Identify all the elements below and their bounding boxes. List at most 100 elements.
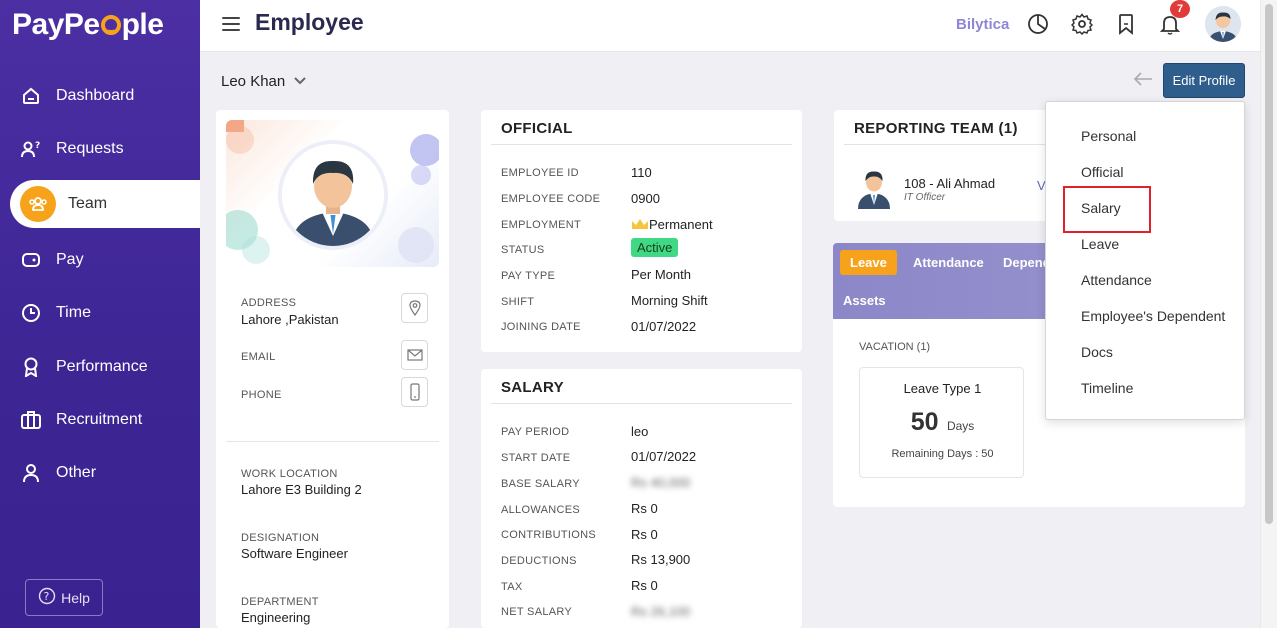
row-value: Morning Shift xyxy=(631,293,708,308)
row-label: CONTRIBUTIONS xyxy=(501,529,596,541)
phone-icon[interactable] xyxy=(401,377,428,407)
leave-type-card: Leave Type 1 50 Days Remaining Days : 50 xyxy=(859,367,1024,478)
address-label: ADDRESS xyxy=(241,297,297,309)
leave-days: 50 Days xyxy=(910,408,975,436)
menu-item-leave[interactable]: Leave xyxy=(1081,236,1120,252)
menu-item-docs[interactable]: Docs xyxy=(1081,344,1113,360)
edit-profile-button[interactable]: Edit Profile xyxy=(1163,63,1245,98)
row-value: Per Month xyxy=(631,267,691,282)
department-value: Engineering xyxy=(241,610,311,625)
question-circle-icon: ? xyxy=(38,587,56,608)
leave-type-title: Leave Type 1 xyxy=(903,381,982,396)
team-member-name[interactable]: 108 - Ali Ahmad xyxy=(904,176,996,191)
employee-selector[interactable]: Leo Khan xyxy=(221,73,307,90)
menu-icon[interactable] xyxy=(222,17,240,31)
sidebar-item-label: Dashboard xyxy=(56,87,135,104)
salary-highlight-box xyxy=(1063,186,1151,233)
sidebar-item-dashboard[interactable]: Dashboard xyxy=(0,71,200,121)
logo: PayPe ple xyxy=(12,8,164,41)
menu-item-timeline[interactable]: Timeline xyxy=(1081,380,1134,396)
scrollbar[interactable] xyxy=(1260,0,1277,628)
base-salary-value: Rs 40,000 xyxy=(631,475,691,490)
person-icon xyxy=(20,462,42,484)
row-label: JOINING DATE xyxy=(501,321,581,333)
profile-photo xyxy=(226,120,439,267)
remaining-days: Remaining Days : 50 xyxy=(891,448,994,460)
row-label: EMPLOYEE CODE xyxy=(501,193,601,205)
sidebar-item-team[interactable]: Team xyxy=(10,180,200,228)
net-salary-value: Rs 26,100 xyxy=(631,604,691,619)
work-location-label: WORK LOCATION xyxy=(241,468,338,480)
tab-leave[interactable]: Leave xyxy=(840,250,897,275)
briefcase-icon xyxy=(20,409,42,431)
row-label: PAY PERIOD xyxy=(501,426,570,438)
bookmark-icon[interactable] xyxy=(1114,12,1138,36)
row-value: leo xyxy=(631,424,649,439)
gear-icon[interactable] xyxy=(1070,12,1094,36)
chevron-down-icon xyxy=(293,73,307,90)
row-value: 110 xyxy=(631,165,652,180)
sidebar-item-label: Pay xyxy=(56,251,84,268)
salary-card: SALARY PAY PERIOD leo START DATE 01/07/2… xyxy=(481,369,802,628)
official-card: OFFICIAL EMPLOYEE ID 110 EMPLOYEE CODE 0… xyxy=(481,110,802,352)
menu-item-official[interactable]: Official xyxy=(1081,164,1124,180)
pie-chart-icon[interactable] xyxy=(1026,12,1050,36)
vacation-label: VACATION (1) xyxy=(859,341,931,353)
sidebar-item-pay[interactable]: Pay xyxy=(0,235,200,285)
sidebar-item-time[interactable]: Time xyxy=(0,288,200,338)
row-value: Rs 0 xyxy=(631,578,658,593)
sidebar: PayPe ple Dashboard ? Requests Team Pay T… xyxy=(0,0,200,628)
salary-title: SALARY xyxy=(501,379,564,396)
edit-profile-dropdown: Personal Official Salary Leave Attendanc… xyxy=(1045,101,1245,420)
sidebar-item-recruitment[interactable]: Recruitment xyxy=(0,395,200,445)
sidebar-item-label: Time xyxy=(56,304,91,321)
crown-icon xyxy=(631,218,649,230)
top-bar: Employee Bilytica 7 xyxy=(200,0,1260,52)
help-button[interactable]: ? Help xyxy=(25,579,103,616)
row-label: NET SALARY xyxy=(501,606,573,618)
menu-item-attendance[interactable]: Attendance xyxy=(1081,272,1152,288)
row-label: PAY TYPE xyxy=(501,270,556,282)
tab-attendance[interactable]: Attendance xyxy=(913,255,984,270)
sidebar-item-requests[interactable]: ? Requests xyxy=(0,124,200,174)
row-label: EMPLOYEE ID xyxy=(501,167,579,179)
menu-item-employee-dependent[interactable]: Employee's Dependent xyxy=(1081,308,1226,324)
clock-icon xyxy=(20,302,42,324)
tab-dependents[interactable]: Depend xyxy=(1003,255,1051,270)
address-value: Lahore ,Pakistan xyxy=(241,312,339,327)
notification-badge: 7 xyxy=(1170,0,1190,18)
row-label: TAX xyxy=(501,581,523,593)
work-location-value: Lahore E3 Building 2 xyxy=(241,482,362,497)
row-value: Rs 13,900 xyxy=(631,552,691,567)
bell-icon[interactable] xyxy=(1158,12,1182,36)
row-label: ALLOWANCES xyxy=(501,504,581,516)
row-value: 01/07/2022 xyxy=(631,449,697,464)
row-label: START DATE xyxy=(501,452,571,464)
sidebar-item-performance[interactable]: Performance xyxy=(0,342,200,392)
wallet-icon xyxy=(20,249,42,271)
menu-item-salary[interactable]: Salary xyxy=(1081,200,1121,216)
employment-value: Permanent xyxy=(631,217,713,232)
team-member-avatar xyxy=(856,165,892,209)
user-avatar[interactable] xyxy=(1205,6,1241,42)
department-label: DEPARTMENT xyxy=(241,596,319,608)
mail-icon[interactable] xyxy=(401,340,428,370)
bilytica-link[interactable]: Bilytica xyxy=(956,16,1010,33)
sidebar-item-label: Team xyxy=(68,195,108,212)
team-icon xyxy=(20,186,56,222)
sidebar-item-label: Requests xyxy=(56,140,124,157)
email-label: EMAIL xyxy=(241,351,276,363)
menu-item-personal[interactable]: Personal xyxy=(1081,128,1137,144)
location-pin-icon[interactable] xyxy=(401,293,428,323)
sidebar-item-label: Recruitment xyxy=(56,411,143,428)
sidebar-item-other[interactable]: Other xyxy=(0,448,200,498)
tab-assets[interactable]: Assets xyxy=(843,293,886,308)
divider xyxy=(226,441,439,442)
page-title: Employee xyxy=(255,9,364,35)
back-arrow-icon[interactable] xyxy=(1133,70,1153,93)
phone-label: PHONE xyxy=(241,389,282,401)
view-link[interactable]: V xyxy=(1037,178,1046,193)
row-label: BASE SALARY xyxy=(501,478,580,490)
row-value: 01/07/2022 xyxy=(631,319,697,334)
svg-text:?: ? xyxy=(44,590,50,603)
